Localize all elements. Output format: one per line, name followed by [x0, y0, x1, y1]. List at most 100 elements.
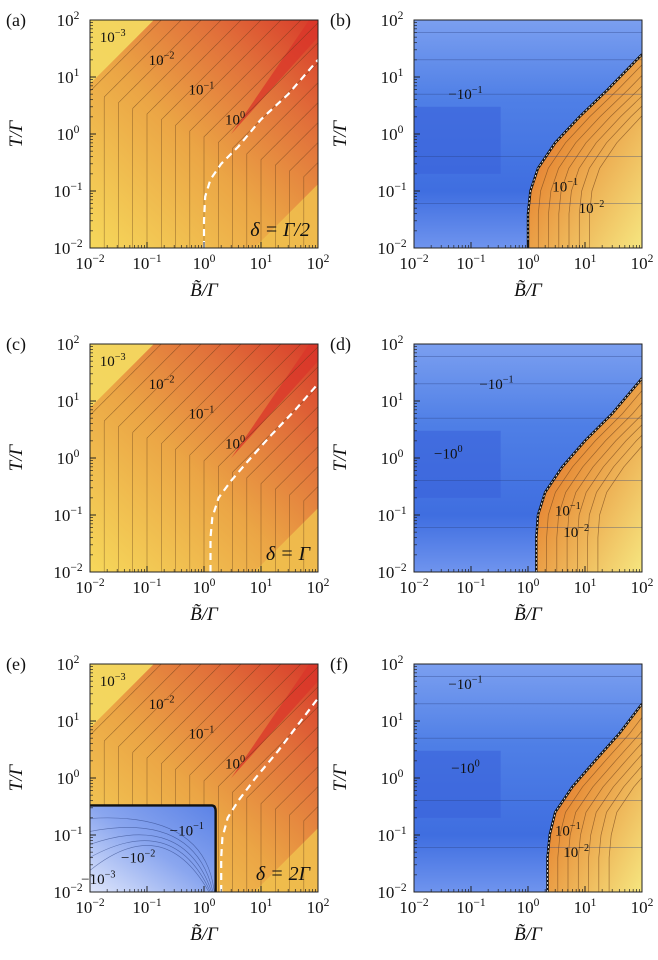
- plot-area: [414, 664, 642, 892]
- panel-e: 10−210−210−110−1100100101101102102B̃/ΓT/…: [6, 653, 330, 945]
- contour-label: −10−3: [81, 870, 115, 888]
- contour-line: [90, 827, 214, 892]
- contour-line: [175, 344, 282, 572]
- contour-label: −10−1: [170, 821, 204, 839]
- y-tick-label: 102: [381, 653, 404, 674]
- y-tick-label: 102: [381, 9, 404, 30]
- contour-line: [289, 664, 318, 892]
- contour-label: 10−2: [149, 695, 175, 713]
- positive-region: [536, 378, 642, 572]
- dashed-curve: [220, 697, 318, 892]
- contour-line: [597, 445, 642, 572]
- sign-change-boundary-highlight: [547, 703, 642, 892]
- x-tick-label: 100: [193, 896, 216, 917]
- contour-line: [260, 664, 318, 892]
- y-axis-label: T/Γ: [6, 119, 27, 147]
- y-tick-label: 10−1: [53, 824, 83, 845]
- contour-line: [232, 664, 318, 892]
- x-tick-label: 102: [631, 252, 654, 273]
- y-tick-label: 10−1: [53, 504, 83, 525]
- delta-annotation: δ = 2Γ: [256, 863, 312, 885]
- x-tick-label: 100: [517, 576, 540, 597]
- y-tick-label: 101: [381, 710, 404, 731]
- x-tick-label: 101: [250, 896, 273, 917]
- contour-label: −10−1: [448, 85, 482, 103]
- y-tick-label: 100: [381, 123, 404, 144]
- contour-line: [246, 20, 318, 248]
- contour-label: −100: [434, 444, 463, 462]
- y-tick-label: 10−1: [377, 504, 407, 525]
- contour-label: −10−1: [479, 375, 513, 393]
- contour-line: [175, 20, 282, 248]
- contour-line: [598, 765, 642, 892]
- contour-label: 10−3: [100, 352, 126, 370]
- contour-line: [189, 20, 302, 248]
- y-tick-label: 10−2: [377, 881, 407, 902]
- contour-line: [246, 664, 318, 892]
- low-value-region: [254, 508, 318, 572]
- contour-line: [577, 424, 642, 572]
- sign-change-boundary-highlight: [535, 378, 642, 572]
- contour-label: 10−2: [149, 375, 175, 393]
- x-tick-label: 101: [574, 896, 597, 917]
- contour-label: 100: [225, 754, 245, 772]
- panel-c: 10−210−210−110−1100100101101102102B̃/ΓT/…: [6, 333, 330, 625]
- x-axis-label: B̃/Γ: [514, 604, 543, 625]
- y-axis-label: T/Γ: [330, 443, 351, 471]
- contour-line: [289, 20, 318, 248]
- contour-label: −100: [451, 759, 480, 777]
- contour-label: 10−3: [100, 672, 126, 690]
- positive-region: [528, 54, 642, 248]
- contour-label: −10−2: [121, 848, 155, 866]
- y-tick-label: 100: [57, 123, 80, 144]
- panel-label: (d): [330, 334, 351, 355]
- panel-label: (c): [6, 334, 26, 355]
- panel-f: 10−210−210−110−1100100101101102102B̃/ΓT/…: [330, 653, 654, 945]
- contour-line: [260, 344, 318, 572]
- x-tick-label: 101: [250, 252, 273, 273]
- contour-line: [103, 20, 182, 248]
- y-tick-label: 10−2: [377, 561, 407, 582]
- contour-line: [588, 753, 642, 892]
- panel-label: (a): [6, 10, 26, 31]
- contour-label: 10−1: [188, 80, 214, 98]
- contour-line: [90, 840, 211, 892]
- high-value-region: [231, 664, 318, 778]
- contour-line: [103, 344, 182, 572]
- contour-line: [568, 95, 642, 248]
- contour-line: [289, 344, 318, 572]
- low-value-region: [90, 20, 154, 84]
- contour-line: [232, 20, 318, 248]
- y-tick-label: 101: [381, 390, 404, 411]
- high-value-region: [231, 20, 318, 134]
- contour-line: [90, 817, 215, 892]
- x-axis-label: B̃/Γ: [190, 604, 219, 625]
- low-value-region: [90, 664, 154, 728]
- x-tick-label: 10−1: [132, 576, 162, 597]
- contour-label: 10−1: [188, 404, 214, 422]
- dashed-curve: [202, 59, 318, 248]
- x-axis-label: B̃/Γ: [190, 924, 219, 945]
- contour-label: 10−1: [555, 501, 581, 519]
- contour-line: [146, 20, 242, 248]
- x-tick-label: 100: [193, 252, 216, 273]
- low-value-region: [254, 184, 318, 248]
- x-tick-label: 101: [574, 576, 597, 597]
- contour-line: [218, 344, 318, 572]
- x-tick-label: 10−1: [456, 252, 486, 273]
- low-value-region: [414, 106, 501, 174]
- dashed-curve: [209, 383, 318, 572]
- contour-line: [203, 344, 318, 572]
- panel-label: (e): [6, 654, 26, 675]
- contour-line: [232, 344, 318, 572]
- contour-line: [218, 664, 318, 892]
- contour-label: −10−1: [448, 674, 482, 692]
- contour-line: [132, 20, 222, 248]
- y-tick-label: 101: [381, 66, 404, 87]
- contour-line: [132, 344, 222, 572]
- contour-line: [303, 20, 318, 248]
- y-tick-label: 101: [57, 390, 80, 411]
- x-tick-label: 100: [517, 252, 540, 273]
- contour-line: [161, 20, 262, 248]
